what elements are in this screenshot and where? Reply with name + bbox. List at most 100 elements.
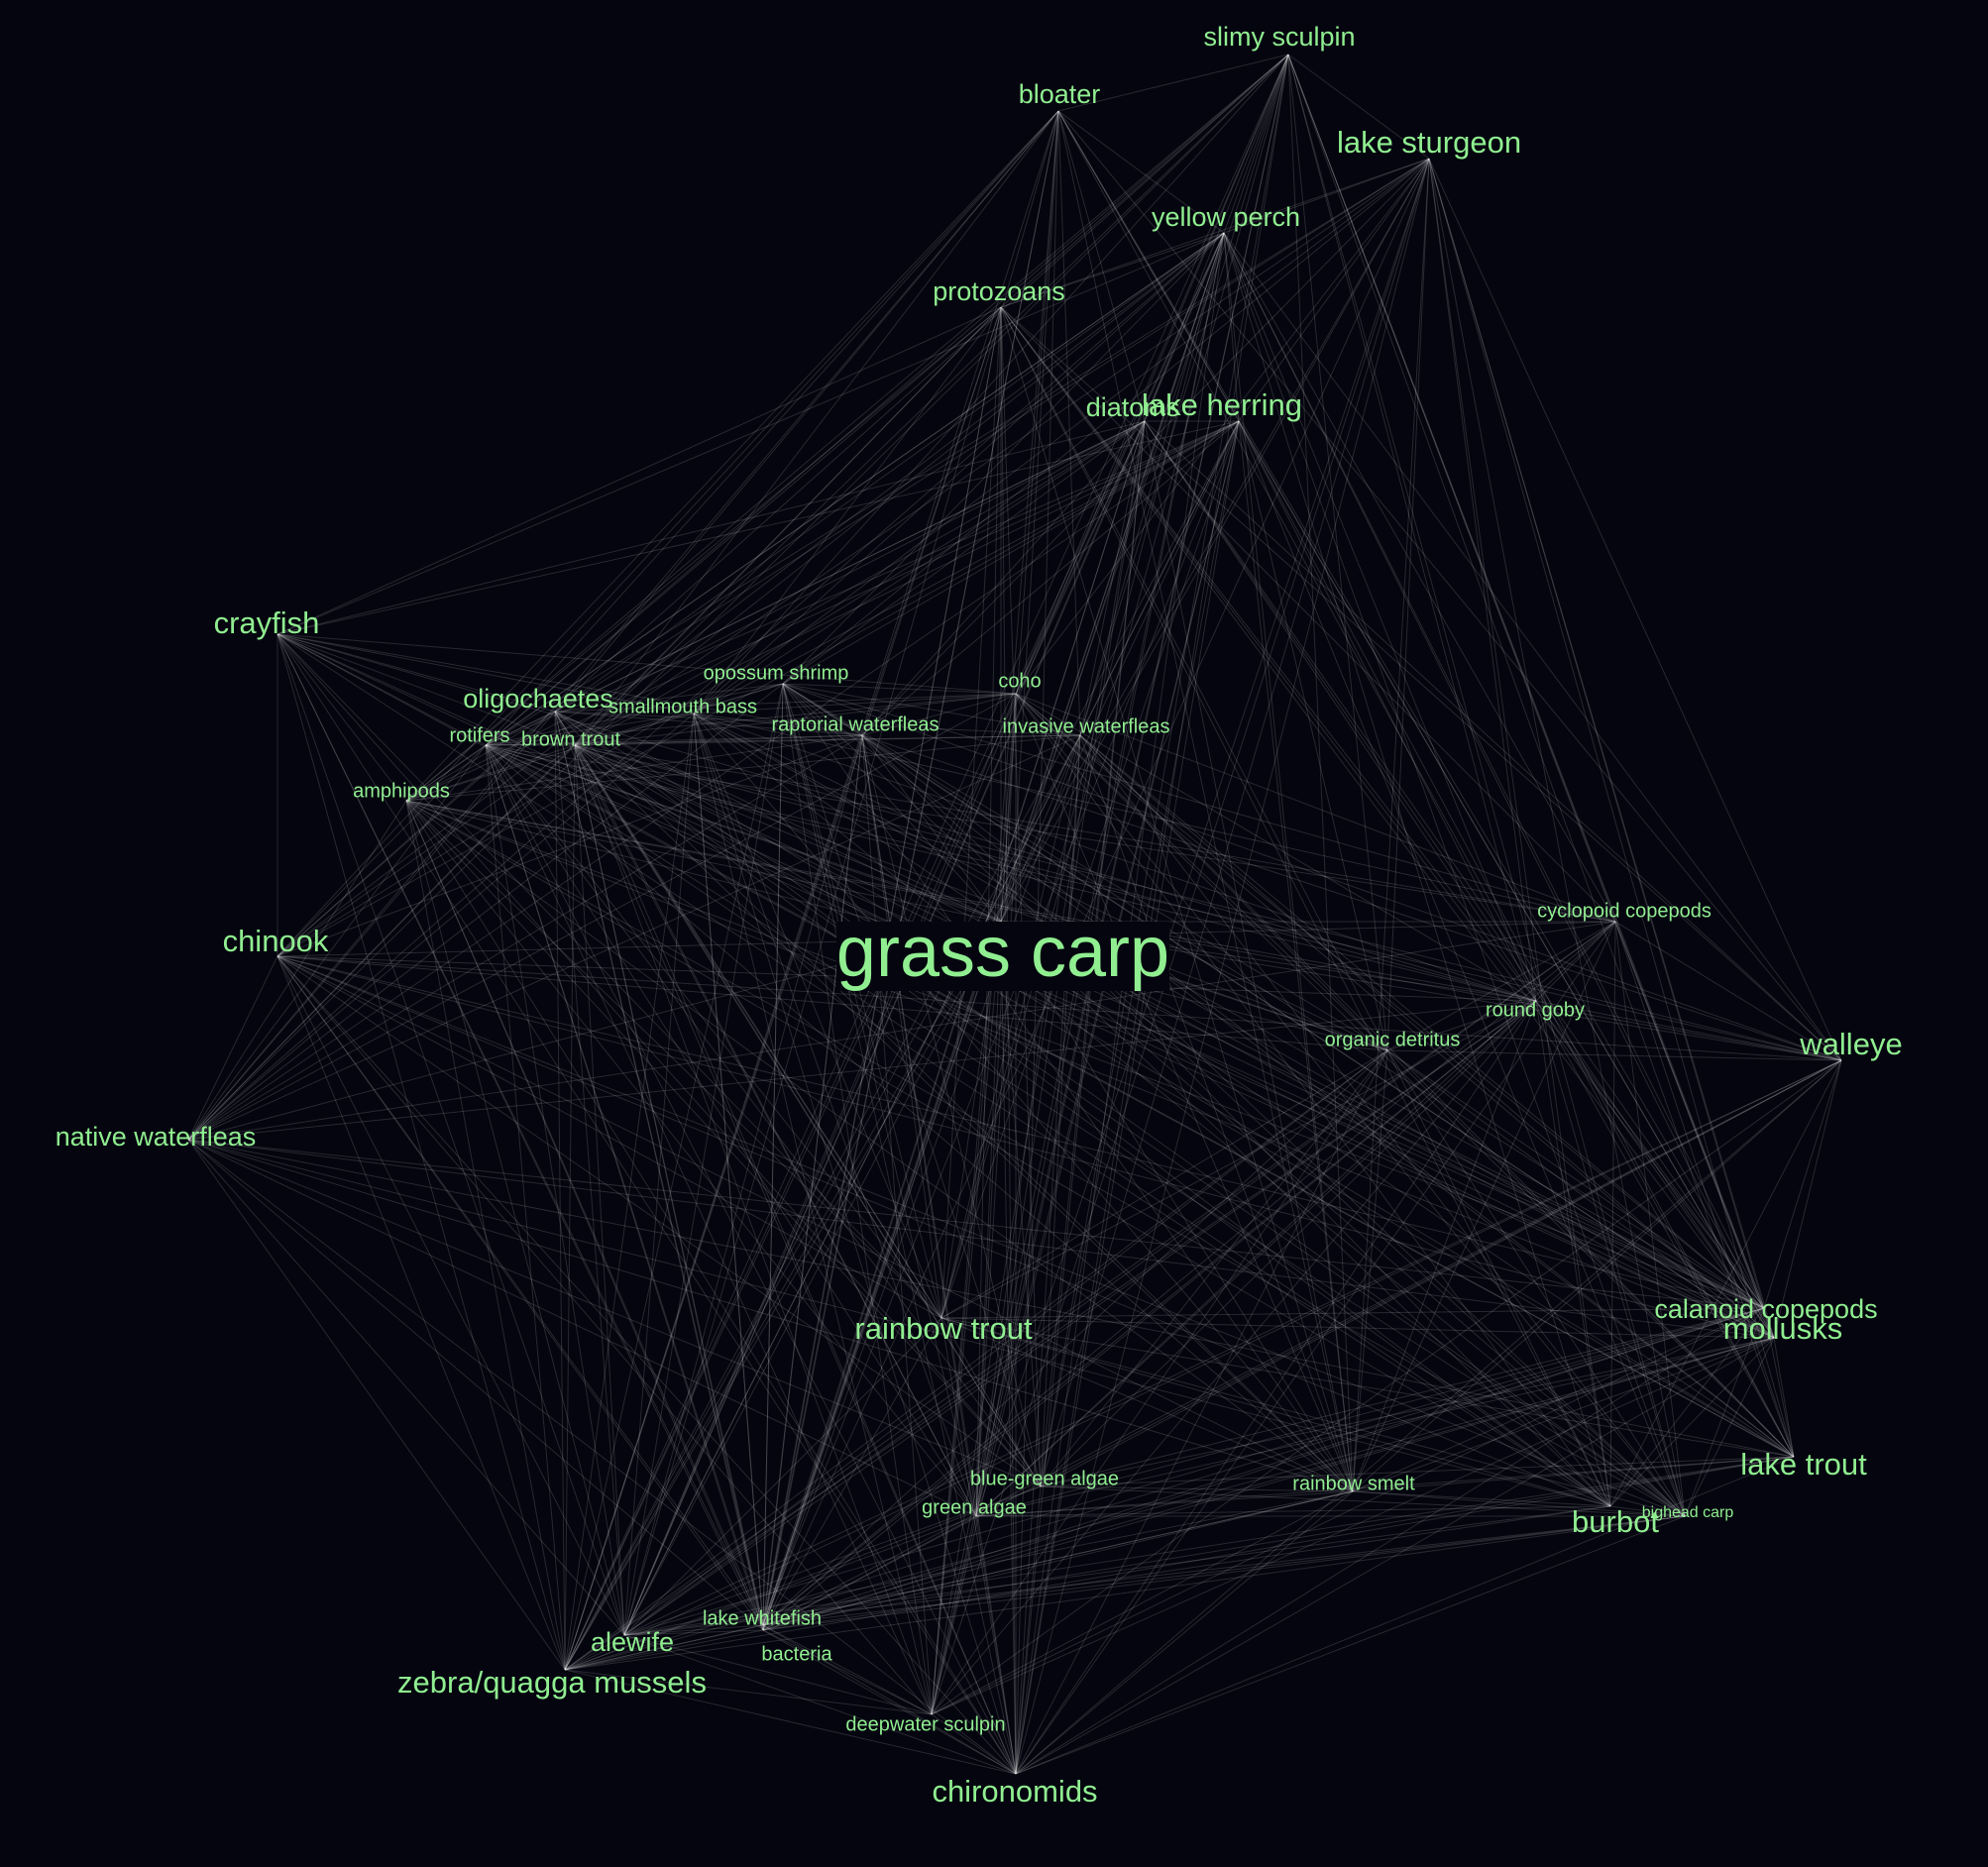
edge-round-goby-green-algae xyxy=(975,1000,1537,1517)
node-label-burbot: burbot xyxy=(1572,1504,1659,1539)
edge-round-goby-organic-detritus xyxy=(1386,1000,1537,1051)
edge-zebra-quagga-mussels-chinook xyxy=(276,955,566,1671)
edge-slimy-sculpin-brown-trout xyxy=(574,54,1289,746)
edge-protozoans-round-goby xyxy=(1000,306,1537,1002)
edge-alewife-oligochaetes xyxy=(554,711,625,1636)
edge-crayfish-rainbow-trout xyxy=(276,633,942,1319)
edge-calanoid-copepods-green-algae xyxy=(975,1307,1765,1517)
edge-opossum-shrimp-lake-trout xyxy=(782,683,1795,1458)
edge-lake-trout-native-waterfleas xyxy=(187,1139,1795,1458)
edge-amphipods-blue-green-algae xyxy=(405,800,1042,1487)
edge-blue-green-algae-mollusks xyxy=(1040,1337,1775,1487)
edge-deepwater-sculpin-grass-carp xyxy=(931,921,1002,1715)
edge-opossum-shrimp-blue-green-algae xyxy=(782,683,1042,1487)
edge-grass-carp-rotifers xyxy=(485,744,1002,923)
edge-burbot-mollusks xyxy=(1609,1337,1775,1507)
edge-smallmouth-bass-zebra-quagga-mussels xyxy=(564,713,695,1671)
edge-walleye-blue-green-algae xyxy=(1040,1059,1842,1487)
edge-rotifers-smallmouth-bass xyxy=(485,713,695,746)
edge-raptorial-waterfleas-lake-herring xyxy=(861,420,1240,736)
edge-alewife-bacteria xyxy=(623,1629,764,1636)
edge-mollusks-invasive-waterfleas xyxy=(1079,734,1775,1339)
edge-chinook-walleye xyxy=(276,955,1842,1061)
edge-layer xyxy=(187,54,1842,1775)
edge-yellow-perch-walleye xyxy=(1223,232,1842,1061)
edge-burbot-raptorial-waterfleas xyxy=(861,734,1611,1507)
edge-diatoms-chironomids xyxy=(1015,420,1146,1775)
edge-rotifers-amphipods xyxy=(405,744,487,802)
edge-yellow-perch-calanoid-copepods xyxy=(1223,232,1765,1309)
edge-cyclopoid-copepods-native-waterfleas xyxy=(187,921,1616,1141)
edge-blue-green-algae-rainbow-smelt xyxy=(1040,1485,1354,1492)
edge-chironomids-rainbow-smelt xyxy=(1015,1490,1354,1775)
edge-bighead-carp-zebra-quagga-mussels xyxy=(564,1515,1686,1671)
edge-rotifers-raptorial-waterfleas xyxy=(485,734,863,746)
edge-yellow-perch-coho xyxy=(1015,232,1225,695)
node-label-bacteria: bacteria xyxy=(761,1643,832,1665)
edge-chinook-blue-green-algae xyxy=(276,955,1042,1487)
edge-chinook-rainbow-trout xyxy=(276,955,942,1319)
edge-bacteria-opossum-shrimp xyxy=(762,683,784,1631)
edge-round-goby-walleye xyxy=(1535,1000,1842,1061)
edge-raptorial-waterfleas-protozoans xyxy=(861,306,1002,736)
edge-zebra-quagga-mussels-lake-herring xyxy=(564,420,1240,1671)
edge-diatoms-raptorial-waterfleas xyxy=(861,420,1146,736)
edge-rainbow-smelt-bighead-carp xyxy=(1352,1490,1686,1517)
edge-invasive-waterfleas-alewife xyxy=(623,734,1081,1636)
edge-brown-trout-oligochaetes xyxy=(554,711,576,746)
edge-raptorial-waterfleas-coho xyxy=(861,693,1017,736)
edge-invasive-waterfleas-bighead-carp xyxy=(1079,734,1686,1517)
edge-mollusks-raptorial-waterfleas xyxy=(861,734,1775,1339)
edge-alewife-lake-whitefish xyxy=(623,1624,764,1636)
edge-green-algae-deepwater-sculpin xyxy=(931,1515,977,1715)
edge-raptorial-waterfleas-deepwater-sculpin xyxy=(861,734,933,1715)
edge-burbot-native-waterfleas xyxy=(187,1139,1611,1507)
node-label-cyclopoid-copepods: cyclopoid copepods xyxy=(1537,900,1712,922)
edge-calanoid-copepods-chinook xyxy=(276,955,1765,1309)
edge-walleye-rainbow-smelt xyxy=(1352,1059,1842,1492)
edge-rainbow-smelt-diatoms xyxy=(1144,420,1354,1492)
node-burbot: burbot xyxy=(1572,1504,1659,1539)
edge-oligochaetes-lake-whitefish xyxy=(554,711,764,1626)
edge-brown-trout-invasive-waterfleas xyxy=(574,734,1081,746)
edge-oligochaetes-lake-trout xyxy=(554,711,1795,1458)
node-label-brown-trout: brown trout xyxy=(521,728,620,750)
edge-alewife-lake-herring xyxy=(623,420,1240,1636)
node-label-oligochaetes: oligochaetes xyxy=(463,684,613,714)
edge-rotifers-crayfish xyxy=(276,633,487,746)
edge-yellow-perch-burbot xyxy=(1223,232,1611,1507)
edge-rainbow-trout-burbot xyxy=(940,1317,1611,1507)
edge-walleye-mollusks xyxy=(1773,1059,1842,1339)
edge-coho-diatoms xyxy=(1015,420,1146,695)
edge-rotifers-bacteria xyxy=(485,744,764,1631)
edge-organic-detritus-blue-green-algae xyxy=(1040,1049,1388,1487)
edge-bacteria-chironomids xyxy=(762,1629,1017,1775)
edge-native-waterfleas-alewife xyxy=(187,1139,625,1636)
node-label-grass-carp: grass carp xyxy=(836,913,1169,992)
edge-calanoid-copepods-bloater xyxy=(1057,110,1765,1309)
edge-rainbow-trout-lake-herring xyxy=(940,420,1240,1319)
edge-organic-detritus-deepwater-sculpin xyxy=(931,1049,1388,1715)
edge-amphipods-green-algae xyxy=(405,800,977,1517)
edge-opossum-shrimp-calanoid-copepods xyxy=(782,683,1765,1309)
edge-bloater-oligochaetes xyxy=(554,110,1059,713)
edge-opossum-shrimp-amphipods xyxy=(405,683,784,802)
edge-crayfish-alewife xyxy=(276,633,625,1636)
node-bloater: bloater xyxy=(1019,79,1101,109)
edge-mollusks-rotifers xyxy=(485,744,1775,1339)
node-crayfish: crayfish xyxy=(214,605,320,640)
node-label-smallmouth-bass: smallmouth bass xyxy=(608,696,757,717)
edge-bloater-amphipods xyxy=(405,110,1059,802)
edge-rainbow-trout-smallmouth-bass xyxy=(693,713,942,1319)
edge-oligochaetes-calanoid-copepods xyxy=(554,711,1765,1309)
node-label-lake-herring: lake herring xyxy=(1142,387,1302,422)
edge-slimy-sculpin-amphipods xyxy=(405,54,1289,802)
edge-zebra-quagga-mussels-rotifers xyxy=(485,744,566,1671)
node-label-coho: coho xyxy=(998,670,1041,692)
edge-grass-carp-opossum-shrimp xyxy=(782,683,1002,923)
edge-raptorial-waterfleas-alewife xyxy=(623,734,863,1636)
edge-diatoms-alewife xyxy=(623,420,1146,1636)
edge-lake-whitefish-diatoms xyxy=(762,420,1146,1626)
edge-grass-carp-yellow-perch xyxy=(1000,232,1225,923)
edge-invasive-waterfleas-yellow-perch xyxy=(1079,232,1225,736)
